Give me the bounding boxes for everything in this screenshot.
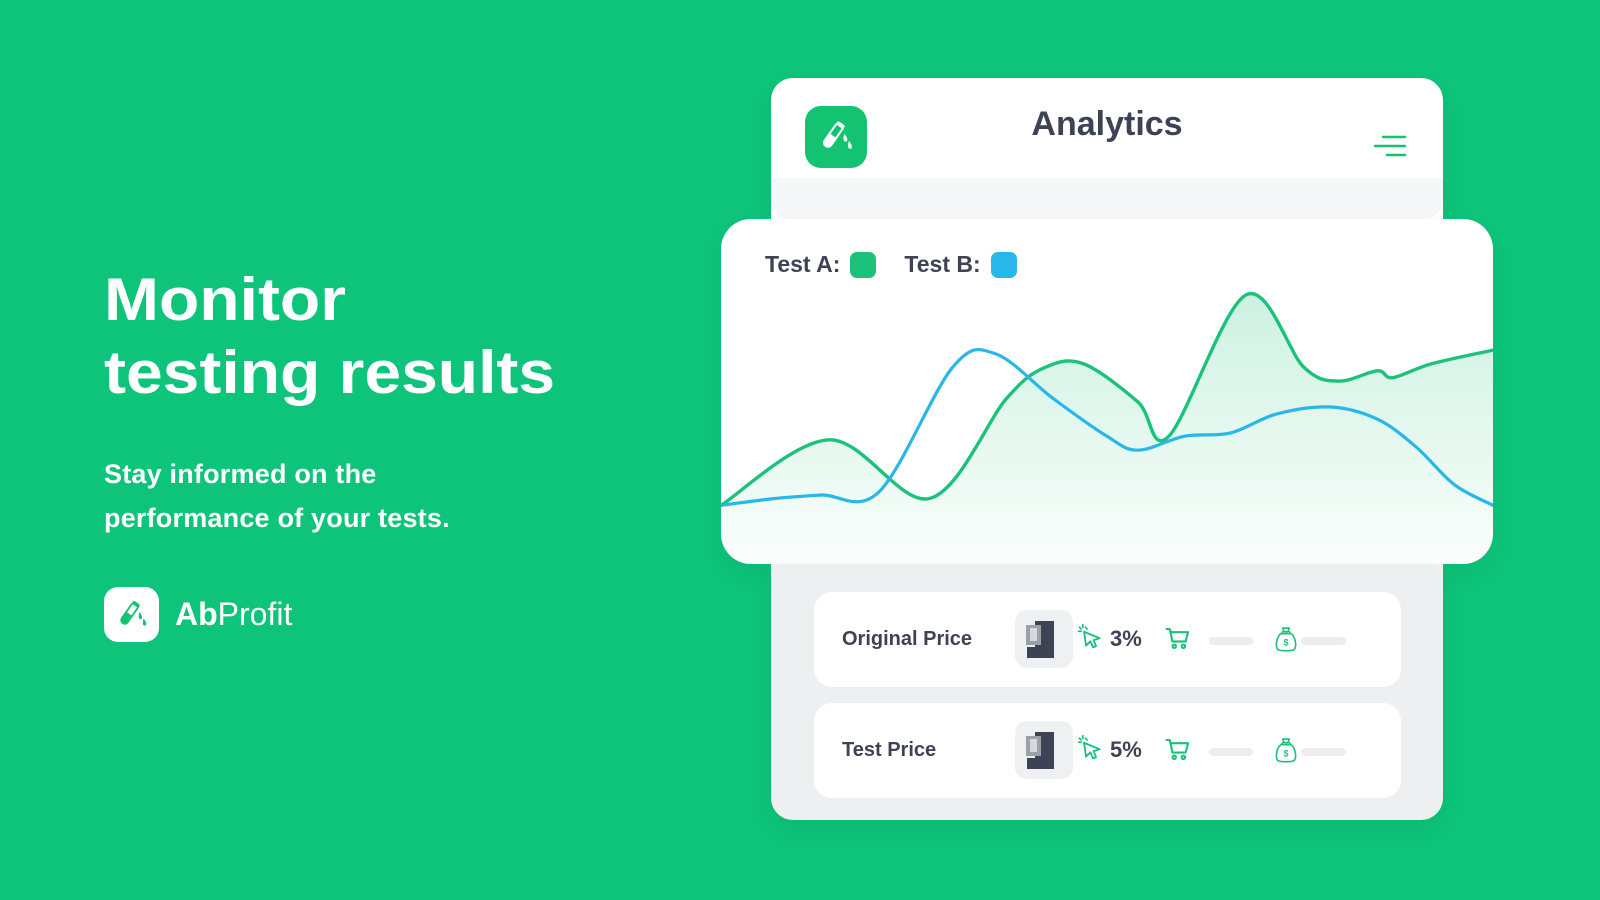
- svg-text:$: $: [1284, 748, 1289, 758]
- svg-text:$: $: [1284, 637, 1289, 647]
